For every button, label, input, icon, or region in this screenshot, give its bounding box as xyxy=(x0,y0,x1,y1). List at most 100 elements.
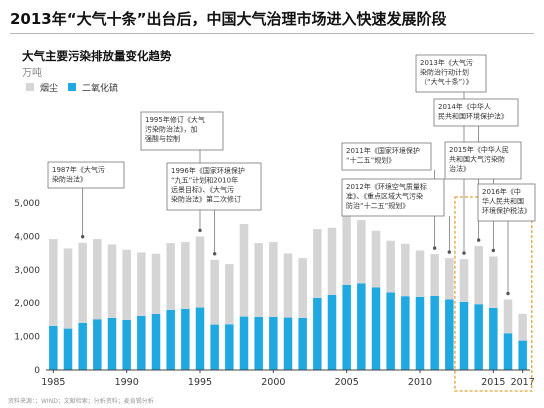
bar-dust-2001 xyxy=(283,253,293,318)
callout-box-2012 xyxy=(341,178,445,217)
chart-subtitle: 大气主要污染排放量变化趋势 xyxy=(22,49,172,63)
bar-so2-1998 xyxy=(239,316,249,370)
bar-so2-1992 xyxy=(151,313,161,370)
source-note: 资料来源：；WIND；文献检索；分析资料；麦肯锡分析 xyxy=(8,398,154,405)
bar-so2-1985 xyxy=(49,325,58,370)
callout-text-2014: 2014年《中华人 xyxy=(438,102,491,111)
bar-dust-2014 xyxy=(474,246,483,305)
callout-dot-1996 xyxy=(212,252,217,256)
callout-text-2013: 2013年《大气污 xyxy=(420,58,473,67)
callout-text-2015: 治法》 xyxy=(449,164,470,173)
bar-dust-1991 xyxy=(137,252,146,316)
callout-text-2013: 染防治行动计划 xyxy=(420,68,469,77)
callout-box-2015 xyxy=(444,141,522,180)
bar-dust-1985 xyxy=(49,239,58,326)
bar-so2-1990 xyxy=(122,319,131,370)
bar-so2-1995 xyxy=(195,307,205,370)
callout-dot-2013 xyxy=(462,251,466,255)
x-tick-label: 2005 xyxy=(335,377,359,388)
callout-text-2016: 2016年《中 xyxy=(482,187,521,196)
bar-so2-2009 xyxy=(401,296,410,370)
y-tick-label: 3,000 xyxy=(14,266,40,276)
legend-label-so2: 二氧化硫 xyxy=(82,82,118,94)
bar-so2-1996 xyxy=(210,324,219,370)
bar-so2-2004 xyxy=(327,294,337,370)
callout-text-2014: 民共和国环境保护法》 xyxy=(438,112,508,121)
callout-text-2015: 共和国大气污染防 xyxy=(449,155,505,164)
bar-dust-2012 xyxy=(445,258,454,300)
bar-dust-1995 xyxy=(195,236,205,308)
callout-box-1995 xyxy=(140,111,224,151)
bar-dust-1989 xyxy=(107,244,117,318)
callout-dot-2011 xyxy=(432,246,437,250)
bar-dust-1998 xyxy=(239,224,249,317)
bar-so2-1993 xyxy=(166,309,175,370)
callout-text-2016: 华人民共和国 xyxy=(482,197,524,206)
bar-dust-2011 xyxy=(430,254,439,296)
bar-dust-1996 xyxy=(210,259,219,325)
callout-text-1996: 1996年《国家环境保护 xyxy=(171,166,245,175)
bar-so2-2015 xyxy=(489,307,498,370)
callout-text-2015: 2015年《中华人民 xyxy=(449,145,509,154)
callout-text-1995: 污染防治法》，加 xyxy=(145,125,198,134)
bar-so2-1987 xyxy=(78,322,87,370)
x-tick-label: 2015 xyxy=(481,377,505,388)
callout-text-1995: 1995年修订《大气 xyxy=(145,115,205,124)
callout-text-2016: 环境保护税法》 xyxy=(482,206,531,215)
bar-so2-2006 xyxy=(357,283,366,370)
callout-dot-1987 xyxy=(80,235,85,239)
bar-so2-2001 xyxy=(283,317,293,370)
callout-box-1996 xyxy=(166,162,262,211)
bar-so2-1999 xyxy=(254,316,263,370)
callout-text-2012: 2012年《环境空气质量标 xyxy=(346,182,427,191)
bar-so2-2002 xyxy=(298,317,307,370)
bar-so2-2007 xyxy=(371,287,381,370)
bar-dust-1988 xyxy=(93,239,102,320)
bar-dust-2002 xyxy=(298,258,307,318)
callout-text-1987: 1987年《大气污 xyxy=(52,165,105,174)
callout-box-2014 xyxy=(433,98,519,127)
bar-dust-2004 xyxy=(327,227,337,295)
y-tick-label: 4,000 xyxy=(14,232,40,242)
bar-so2-2008 xyxy=(386,292,395,370)
callout-text-1996: 染防治法》第二次修订 xyxy=(171,195,241,204)
callout-dot-1995 xyxy=(198,228,202,233)
bar-dust-2009 xyxy=(401,243,410,297)
bar-so2-2014 xyxy=(474,304,483,370)
bar-dust-1990 xyxy=(122,249,131,320)
callout-text-1996: “九五”计划和2010年 xyxy=(171,176,238,185)
bar-so2-2012 xyxy=(445,299,454,370)
legend-swatch-so2 xyxy=(68,83,76,91)
x-tick-label: 2000 xyxy=(261,377,285,388)
bar-dust-2003 xyxy=(313,229,322,298)
bar-dust-1986 xyxy=(63,248,73,329)
callout-dot-2015 xyxy=(491,248,496,253)
bar-so2-2003 xyxy=(313,297,322,370)
bar-dust-2007 xyxy=(371,230,381,288)
callout-text-2011: 2011年《国家环境保护 xyxy=(346,146,420,155)
y-tick-label: 2,000 xyxy=(14,299,40,309)
bar-so2-2005 xyxy=(342,284,351,370)
bar-dust-2017 xyxy=(518,313,527,341)
bar-dust-2013 xyxy=(459,259,469,302)
bar-dust-2010 xyxy=(415,250,425,297)
bar-so2-1989 xyxy=(107,317,117,370)
bar-group xyxy=(49,214,527,370)
callout-text-2013: （“大气十条”）》 xyxy=(420,77,473,86)
x-tick-label: 2010 xyxy=(408,377,432,388)
legend: 烟尘 二氧化硫 xyxy=(26,82,118,94)
bar-dust-2005 xyxy=(342,214,351,285)
axes: 0 1,000 2,000 3,000 4,000 5,000 1985 1990 1995 20… xyxy=(14,196,535,392)
bar-dust-1999 xyxy=(254,243,263,317)
y-tick-label: 1,000 xyxy=(14,333,40,343)
x-tick-label: 1995 xyxy=(188,377,212,388)
legend-label-dust: 烟尘 xyxy=(40,82,58,94)
callout-text-2012: 准》、《重点区域大气污染 xyxy=(346,192,423,201)
bar-dust-1997 xyxy=(225,264,234,325)
chart-main-title: 2013年“大气十条”出台后，中国大气治理市场进入快速发展阶段 xyxy=(10,10,447,28)
bar-so2-2017 xyxy=(518,340,527,370)
y-tick-label: 5,000 xyxy=(14,199,40,209)
y-axis-unit: 万吨 xyxy=(22,68,42,79)
bar-so2-1991 xyxy=(137,315,146,370)
